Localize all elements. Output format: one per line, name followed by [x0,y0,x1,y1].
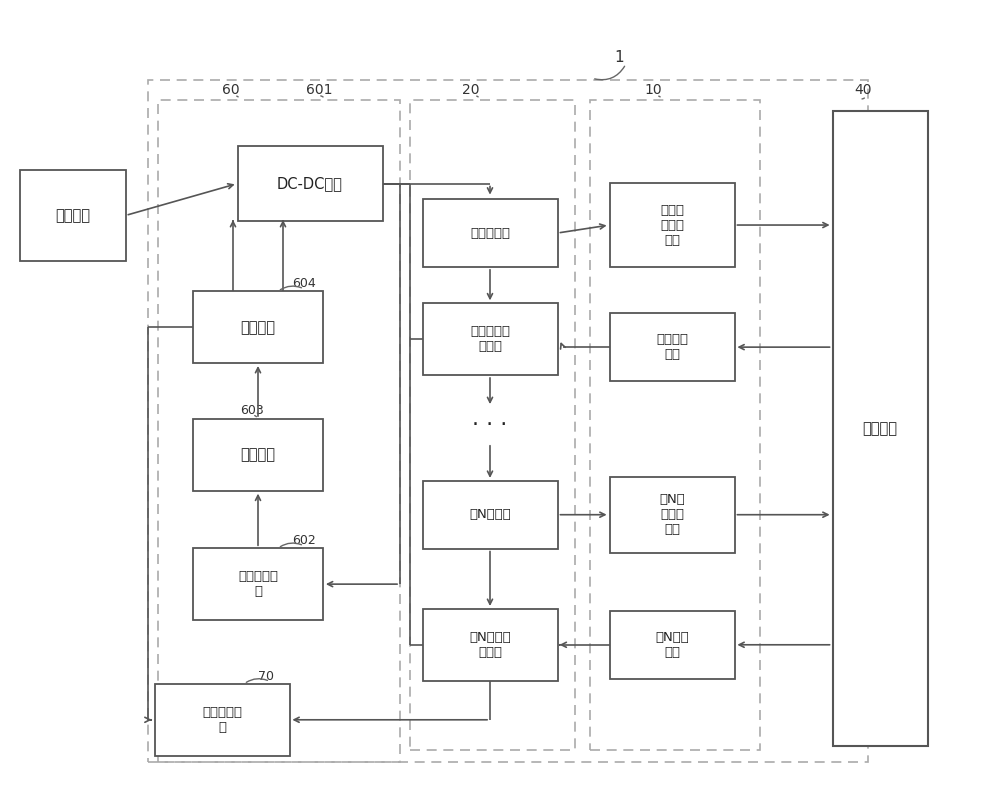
Text: · · ·: · · · [472,414,508,435]
Bar [422,609,558,681]
Bar [148,80,868,762]
Bar [154,684,290,756]
Bar [590,100,760,750]
Text: DC-DC电路: DC-DC电路 [277,176,343,191]
Text: 第N串电池: 第N串电池 [469,508,511,521]
Text: 第一电
压采集
模块: 第一电 压采集 模块 [660,203,684,247]
Text: 70: 70 [258,670,274,683]
Bar [610,184,734,267]
Text: 1: 1 [614,50,624,65]
Text: 60: 60 [222,83,240,97]
Bar [422,303,558,375]
Text: 外部电源: 外部电源 [56,208,90,223]
Text: 电流采样电
路: 电流采样电 路 [238,570,278,598]
Text: 控制单元: 控制单元 [240,320,276,334]
Bar [610,477,734,552]
Text: 第一串电池: 第一串电池 [470,227,510,239]
Text: 控制模块: 控制模块 [862,421,898,436]
Bar [193,291,323,363]
Bar [832,111,928,745]
Bar [193,548,323,620]
Text: 601: 601 [306,83,332,97]
Bar [610,611,734,678]
Text: 第N充电保
护模块: 第N充电保 护模块 [469,630,511,659]
Text: 604: 604 [292,278,316,290]
Text: 运放电路: 运放电路 [240,448,276,462]
Bar [422,200,558,267]
Bar [20,170,126,262]
Text: 10: 10 [644,83,662,97]
Text: 温度采样电
路: 温度采样电 路 [202,705,242,734]
Text: 603: 603 [240,404,264,417]
Text: 第一开关
模块: 第一开关 模块 [656,333,688,361]
Bar [158,100,400,762]
Text: 第N开关
模块: 第N开关 模块 [655,630,689,659]
Bar [410,100,575,750]
Bar [193,419,323,491]
Bar [422,480,558,549]
Text: 第N电
压采集
模块: 第N电 压采集 模块 [659,493,685,536]
Bar [238,145,382,221]
Text: 602: 602 [292,535,316,547]
Text: 第一充电保
护模块: 第一充电保 护模块 [470,325,510,354]
Bar [610,314,734,381]
Text: 40: 40 [854,83,872,97]
Text: 20: 20 [462,83,480,97]
